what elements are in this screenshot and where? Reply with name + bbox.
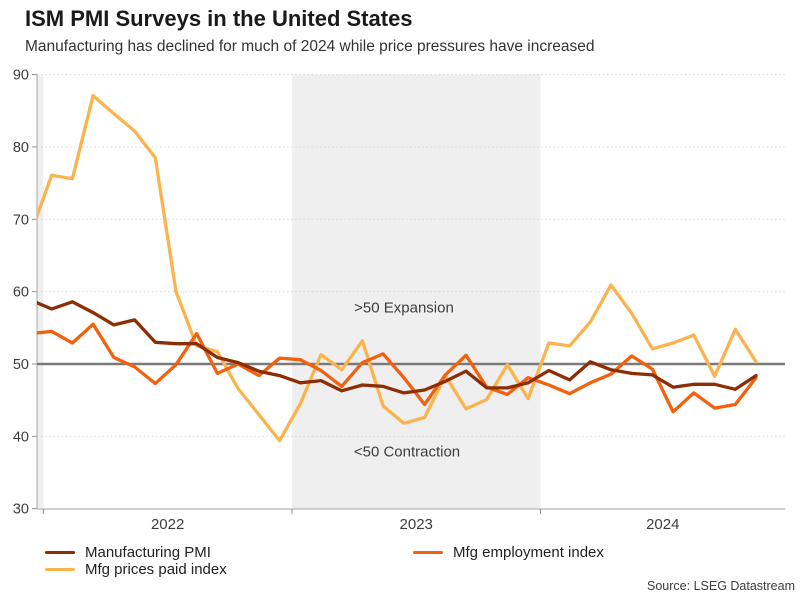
y-axis-label-50: 50	[13, 357, 29, 373]
y-axis-label-70: 70	[13, 212, 29, 228]
x-axis-label-2024: 2024	[646, 516, 679, 533]
y-axis-label-80: 80	[13, 140, 29, 156]
y-axis-label-90: 90	[13, 68, 29, 84]
legend-swatch-manufacturing-pmi	[45, 550, 75, 555]
chart-subtitle: Manufacturing has declined for much of 2…	[25, 38, 595, 55]
x-axis-label-2022: 2022	[151, 516, 184, 533]
series-line-manufacturing-pmi	[37, 300, 758, 395]
legend-label-mfg-employment-index: Mfg employment index	[453, 544, 604, 561]
legend-item-mfg-prices-paid-index: Mfg prices paid index	[45, 561, 227, 578]
legend-item-manufacturing-pmi: Manufacturing PMI	[45, 544, 211, 561]
series-line-mfg-prices-paid-index	[37, 93, 758, 443]
contraction-annotation: <50 Contraction	[353, 443, 461, 461]
legend-label-mfg-prices-paid-index: Mfg prices paid index	[85, 561, 227, 578]
legend-swatch-mfg-prices-paid-index	[45, 567, 75, 572]
expansion-annotation: >50 Expansion	[354, 299, 454, 317]
shaded-band-2021	[37, 74, 44, 509]
chart-title: ISM PMI Surveys in the United States	[25, 6, 413, 31]
y-axis-label-60: 60	[13, 285, 29, 301]
x-axis-label-2023: 2023	[400, 516, 433, 533]
y-axis-label-30: 30	[13, 502, 29, 518]
legend-item-mfg-employment-index: Mfg employment index	[413, 544, 604, 561]
series-line-mfg-employment-index	[37, 322, 758, 414]
legend-label-manufacturing-pmi: Manufacturing PMI	[85, 544, 211, 561]
legend-swatch-mfg-employment-index	[413, 550, 443, 555]
y-axis-label-40: 40	[13, 429, 29, 445]
source-credit: Source: LSEG Datastream	[647, 579, 795, 593]
